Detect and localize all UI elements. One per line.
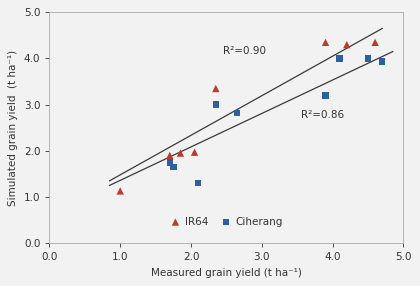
Ciherang — [166, 160, 173, 165]
Ciherang — [195, 181, 202, 185]
Ciherang — [213, 102, 219, 107]
Y-axis label: Simulated grain yield  (t ha⁻¹): Simulated grain yield (t ha⁻¹) — [8, 50, 18, 206]
X-axis label: Measured grain yield (t ha⁻¹): Measured grain yield (t ha⁻¹) — [151, 268, 302, 278]
IR64 — [177, 151, 184, 155]
Text: R²=0.90: R²=0.90 — [223, 46, 266, 56]
IR64 — [191, 150, 198, 154]
Ciherang — [336, 56, 343, 61]
Ciherang — [322, 93, 329, 98]
IR64 — [372, 40, 378, 45]
Legend: IR64, Ciherang: IR64, Ciherang — [166, 212, 287, 231]
IR64 — [344, 42, 350, 47]
Ciherang — [365, 56, 371, 61]
IR64 — [117, 189, 123, 193]
Text: R²=0.86: R²=0.86 — [301, 110, 344, 120]
Ciherang — [379, 59, 386, 64]
IR64 — [166, 153, 173, 158]
Ciherang — [234, 111, 240, 115]
IR64 — [213, 86, 219, 91]
IR64 — [322, 40, 329, 45]
Ciherang — [170, 165, 177, 169]
